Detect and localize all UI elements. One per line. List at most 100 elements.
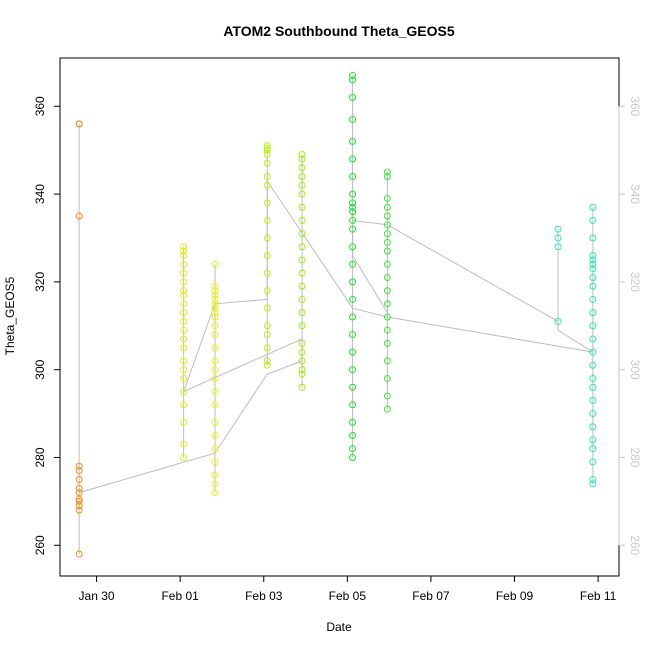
- data-point: [180, 374, 188, 382]
- data-point: [75, 489, 83, 497]
- data-point: [349, 313, 357, 321]
- data-point: [263, 234, 271, 242]
- data-point: [383, 247, 391, 255]
- data-point: [180, 247, 188, 255]
- data-point: [589, 282, 597, 290]
- chart-title: ATOM2 Southbound Theta_GEOS5: [223, 23, 454, 39]
- data-point: [349, 94, 357, 102]
- data-point: [298, 164, 306, 172]
- data-point: [298, 203, 306, 211]
- data-point: [263, 173, 271, 181]
- data-point: [263, 151, 271, 159]
- data-point: [349, 260, 357, 268]
- data-point: [383, 326, 391, 334]
- data-point: [211, 432, 219, 440]
- data-point: [554, 225, 562, 233]
- data-point: [180, 401, 188, 409]
- data-point: [554, 317, 562, 325]
- y-tick-label-left: 340: [33, 184, 47, 204]
- data-point: [298, 383, 306, 391]
- data-point: [211, 313, 219, 321]
- data-point: [349, 208, 357, 216]
- y-tick-label-left: 320: [33, 272, 47, 292]
- y-tick-label-right: 300: [628, 360, 642, 380]
- transit-connector-lines: [78, 75, 594, 555]
- data-point: [75, 497, 83, 505]
- data-point: [211, 300, 219, 308]
- data-point: [298, 151, 306, 159]
- data-point: [383, 212, 391, 220]
- data-point: [589, 396, 597, 404]
- data-point: [180, 317, 188, 325]
- data-point: [298, 348, 306, 356]
- data-point: [298, 243, 306, 251]
- x-tick-label: Feb 03: [245, 589, 283, 603]
- transit-path-line: [79, 179, 594, 494]
- data-point: [180, 418, 188, 426]
- data-point: [589, 309, 597, 317]
- data-point: [211, 374, 219, 382]
- data-point: [589, 335, 597, 343]
- data-point: [298, 173, 306, 181]
- data-point: [589, 458, 597, 466]
- data-point: [263, 287, 271, 295]
- data-point: [383, 374, 391, 382]
- data-point: [383, 230, 391, 238]
- data-point: [298, 295, 306, 303]
- data-point: [383, 238, 391, 246]
- data-point: [589, 445, 597, 453]
- data-point: [589, 410, 597, 418]
- data-point: [383, 392, 391, 400]
- data-point: [554, 234, 562, 242]
- data-point: [349, 199, 357, 207]
- data-point: [263, 322, 271, 330]
- data-point: [211, 401, 219, 409]
- data-point: [298, 256, 306, 264]
- data-point: [349, 278, 357, 286]
- data-point: [349, 453, 357, 461]
- data-point: [263, 216, 271, 224]
- data-point: [180, 335, 188, 343]
- data-point: [349, 445, 357, 453]
- x-tick-label: Feb 07: [412, 589, 450, 603]
- data-point: [383, 357, 391, 365]
- data-point: [349, 225, 357, 233]
- data-point: [180, 357, 188, 365]
- data-point: [180, 309, 188, 317]
- x-axis-label: Date: [326, 620, 352, 634]
- data-point: [75, 484, 83, 492]
- data-point: [383, 203, 391, 211]
- data-point: [211, 388, 219, 396]
- data-point: [211, 282, 219, 290]
- data-point: [211, 287, 219, 295]
- data-point: [263, 144, 271, 152]
- data-point: [383, 221, 391, 229]
- data-point: [211, 331, 219, 339]
- data-point: [589, 374, 597, 382]
- data-point: [589, 436, 597, 444]
- data-point: [349, 203, 357, 211]
- data-point: [211, 366, 219, 374]
- data-point: [298, 357, 306, 365]
- data-point: [589, 480, 597, 488]
- data-point: [383, 273, 391, 281]
- data-point: [383, 287, 391, 295]
- data-point: [349, 383, 357, 391]
- data-point: [589, 265, 597, 273]
- data-point: [211, 480, 219, 488]
- data-point: [180, 366, 188, 374]
- data-points: [75, 72, 597, 558]
- y-tick-label-left: 300: [33, 359, 47, 379]
- data-point: [263, 142, 271, 150]
- data-point: [75, 467, 83, 475]
- data-point: [589, 423, 597, 431]
- data-point: [75, 462, 83, 470]
- data-point: [75, 212, 83, 220]
- y-axis-label: Theta_GEOS5: [3, 276, 17, 355]
- data-point: [263, 146, 271, 154]
- data-point: [211, 295, 219, 303]
- data-point: [554, 243, 562, 251]
- data-point: [211, 344, 219, 352]
- data-point: [211, 489, 219, 497]
- data-point: [298, 155, 306, 163]
